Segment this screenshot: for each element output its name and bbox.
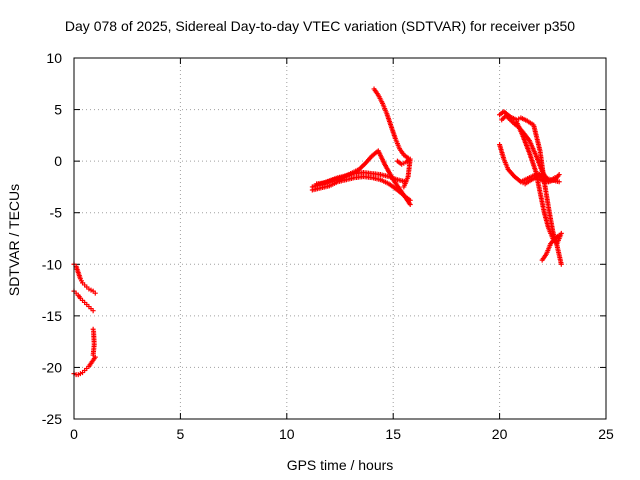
- x-axis-label: GPS time / hours: [286, 457, 394, 473]
- y-tick-label: 10: [46, 50, 62, 66]
- data-point: [556, 172, 562, 178]
- data-point: [407, 197, 413, 203]
- y-tick-label: 0: [54, 153, 62, 169]
- x-tick-label: 15: [385, 426, 401, 442]
- x-tick-label: 25: [598, 426, 614, 442]
- y-tick-label: -20: [42, 359, 62, 375]
- data-point: [90, 352, 96, 358]
- y-tick-label: -15: [42, 308, 62, 324]
- data-point: [401, 184, 407, 190]
- plot-frame: [73, 57, 607, 420]
- y-tick-label: 5: [54, 102, 62, 118]
- data-point: [92, 290, 98, 296]
- y-tick-label: -25: [42, 411, 62, 427]
- axis-ticks: 0 5 10 15 20 25 -25 -20 -15 -10 -5 0 5 10: [42, 50, 614, 442]
- x-tick-label: 20: [492, 426, 508, 442]
- data-point: [558, 261, 564, 267]
- x-tick-label: 0: [70, 426, 78, 442]
- grid-lines: [74, 58, 606, 419]
- chart-title: Day 078 of 2025, Sidereal Day-to-day VTE…: [64, 18, 576, 34]
- data-point: [556, 232, 562, 238]
- data-point: [552, 175, 558, 181]
- data-point: [90, 308, 96, 314]
- x-tick-label: 5: [177, 426, 185, 442]
- y-tick-label: -5: [50, 205, 63, 221]
- data-point: [556, 179, 562, 185]
- y-tick-label: -10: [42, 256, 62, 272]
- x-tick-label: 10: [279, 426, 295, 442]
- data-points: [71, 86, 564, 378]
